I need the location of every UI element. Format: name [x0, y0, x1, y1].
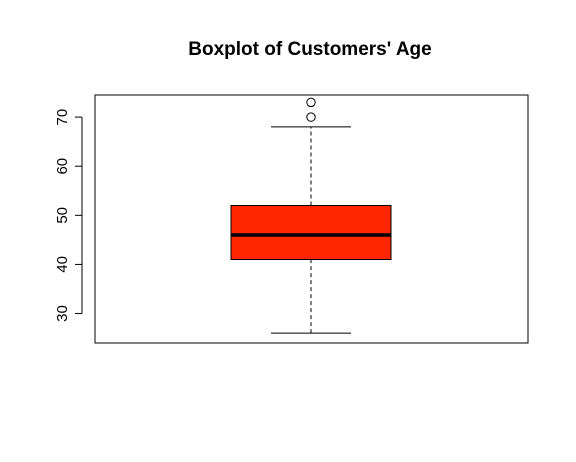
- outlier-point: [306, 97, 316, 108]
- outlier-point: [306, 112, 316, 122]
- plot-frame: [94, 94, 529, 344]
- y-tick-label: 50: [54, 207, 71, 224]
- y-axis: 30 40 50 60 70: [54, 109, 83, 322]
- y-tick-label: 70: [54, 109, 71, 126]
- iqr-box: [230, 204, 392, 261]
- box-plot: [230, 97, 392, 334]
- y-tick-label: 60: [54, 158, 71, 175]
- chart-title: Boxplot of Customers' Age: [188, 39, 431, 60]
- y-tick-label: 40: [54, 256, 71, 273]
- y-tick-label: 30: [54, 305, 71, 322]
